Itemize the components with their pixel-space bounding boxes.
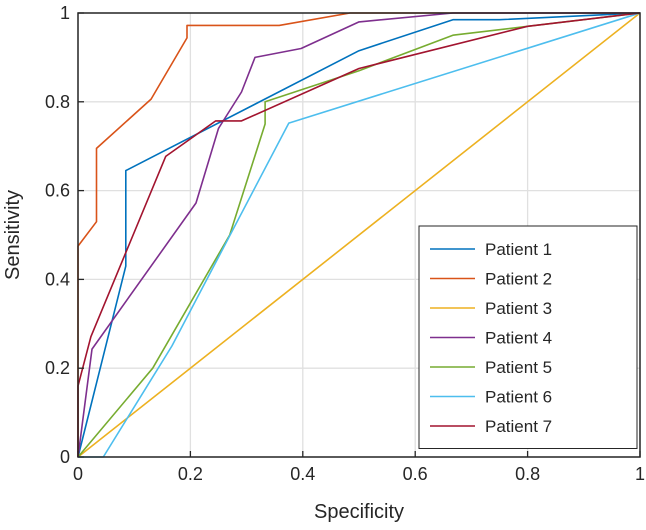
y-tick-label: 0.4 <box>45 269 70 289</box>
legend: Patient 1 Patient 2 Patient 3 Patient 4 Pati… <box>418 225 638 449</box>
x-axis-label: Specificity <box>314 501 404 523</box>
legend-label: Patient 1 <box>485 240 552 259</box>
plot-frame <box>77 12 641 458</box>
y-axis-label: Sensitivity <box>2 190 24 280</box>
ticks: 0 0.2 0.4 0.6 0.8 1 0 0.2 0.4 0.6 0.8 1 <box>45 3 645 484</box>
legend-label: Patient 5 <box>485 358 552 377</box>
series-line-patient-1 <box>77 12 641 458</box>
x-tick-label: 0 <box>73 464 83 484</box>
legend-label: Patient 2 <box>485 270 552 289</box>
x-tick-label: 1 <box>635 464 645 484</box>
x-tick-label: 0.8 <box>515 464 540 484</box>
legend-label: Patient 3 <box>485 299 552 318</box>
y-tick-label: 0.8 <box>45 92 70 112</box>
y-tick-label: 0.2 <box>45 358 70 378</box>
series-lines <box>77 12 641 458</box>
series-line-patient-3 <box>77 12 641 458</box>
series-line-patient-7 <box>77 12 641 457</box>
legend-label: Patient 6 <box>485 388 552 407</box>
legend-label: Patient 7 <box>485 417 552 436</box>
y-tick-label: 0.6 <box>45 181 70 201</box>
series-line-patient-2 <box>77 12 640 457</box>
x-tick-label: 0.4 <box>290 464 315 484</box>
legend-label: Patient 4 <box>485 329 552 348</box>
y-tick-label: 0 <box>60 447 70 467</box>
series-line-patient-5 <box>77 12 641 458</box>
x-tick-label: 0.6 <box>403 464 428 484</box>
series-line-patient-4 <box>77 12 640 458</box>
x-tick-label: 0.2 <box>178 464 203 484</box>
y-tick-label: 1 <box>60 3 70 23</box>
